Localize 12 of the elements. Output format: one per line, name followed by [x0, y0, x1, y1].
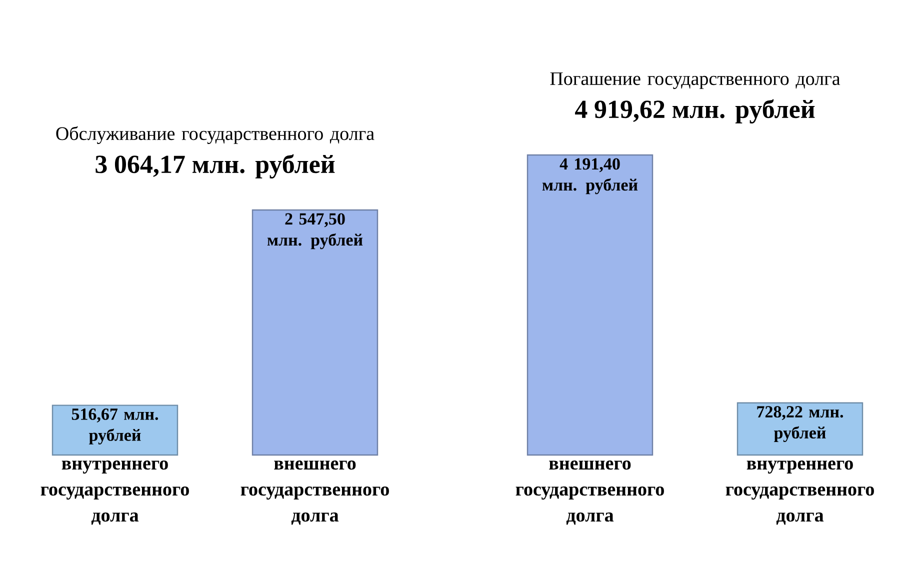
chart-subtitle: 3 064,17 млн. рублей [96, 154, 335, 178]
x-tick-label: внешнего государственного долга [240, 460, 389, 525]
data-label: 4 191,40 млн. рублей [542, 158, 638, 194]
data-label: 516,67 млн. рублей [72, 408, 158, 444]
chart-title: Обслуживание государственного долга [56, 126, 374, 144]
x-tick-label: внешнего государственного долга [516, 460, 664, 525]
x-tick-label: внутреннего государственного долга [726, 460, 874, 525]
data-label: 728,22 млн. рублей [757, 406, 844, 442]
chart-title: Погашение государственного долга [550, 72, 840, 89]
data-label: 2 547,50 млн. рублей [267, 213, 363, 250]
x-tick-label: внутреннего государственного долга [40, 460, 189, 525]
chart-subtitle: 4 919,62 млн. рублей [575, 99, 815, 124]
